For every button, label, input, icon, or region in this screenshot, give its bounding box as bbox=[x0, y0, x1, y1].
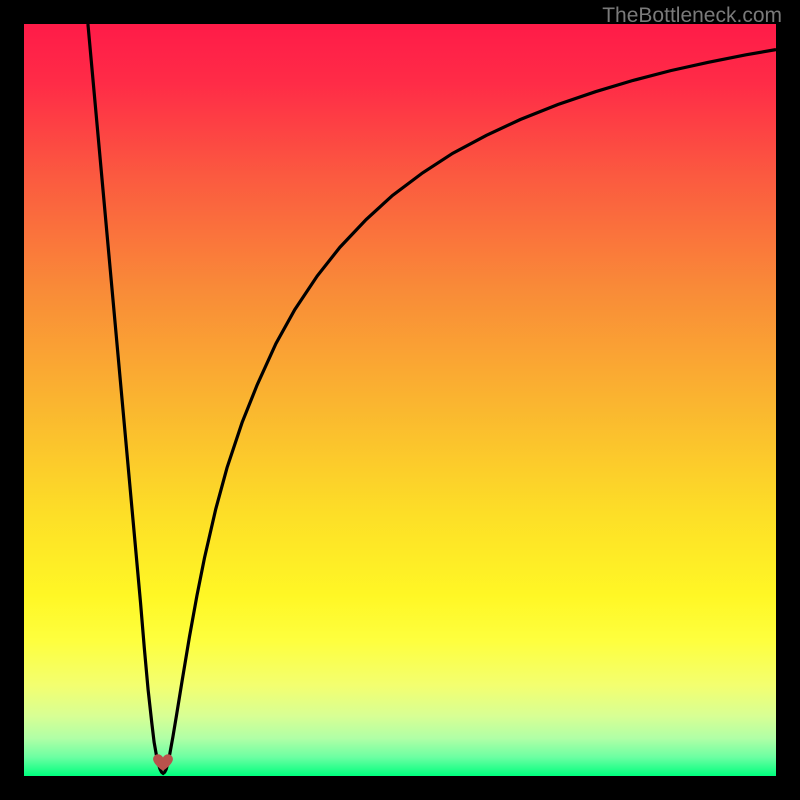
heart-marker-icon bbox=[152, 751, 174, 778]
plot-area bbox=[24, 24, 776, 776]
chart-curve-layer bbox=[24, 24, 776, 776]
bottleneck-curve bbox=[88, 24, 776, 773]
watermark-text: TheBottleneck.com bbox=[602, 4, 782, 28]
